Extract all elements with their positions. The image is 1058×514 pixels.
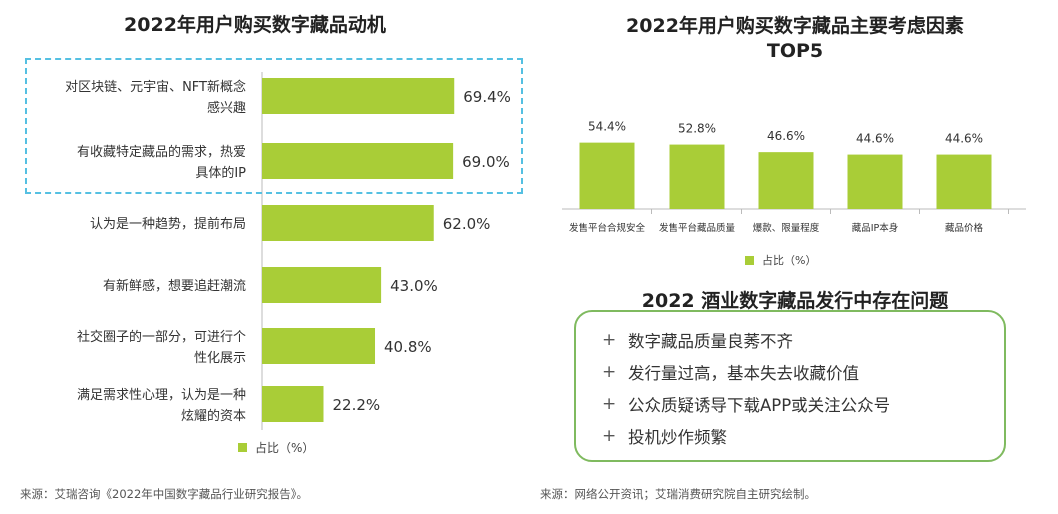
- issue-text: 发行量过高，基本失去收藏价值: [628, 364, 859, 383]
- category-label: 性化展示: [194, 351, 246, 366]
- data-label: 54.4%: [588, 120, 626, 134]
- category-label: 具体的IP: [195, 165, 246, 181]
- issues-title: 2022 酒业数字藏品发行中存在问题: [641, 290, 949, 312]
- right-chart-title-line1: 2022年用户购买数字藏品主要考虑因素: [626, 15, 964, 37]
- category-label: 对区块链、元宇宙、NFT新概念: [65, 79, 246, 95]
- category-label: 发售平台合规安全: [569, 222, 646, 234]
- issue-item: + 投机炒作频繁: [602, 420, 1004, 452]
- right-chart-title-line2: TOP5: [766, 40, 824, 62]
- category-label: 有新鲜感，想要追赶潮流: [103, 278, 246, 294]
- category-label: 藏品IP本身: [852, 222, 899, 234]
- category-label: 认为是一种趋势，提前布局: [90, 216, 246, 232]
- legend-swatch: [238, 443, 247, 452]
- bar: [669, 144, 725, 209]
- data-label: 62.0%: [443, 215, 491, 233]
- data-label: 44.6%: [945, 132, 983, 146]
- bar: [758, 152, 814, 209]
- right-legend-label: 占比（%）: [762, 254, 817, 267]
- issue-text: 投机炒作频繁: [628, 428, 727, 447]
- bar: [262, 78, 455, 114]
- left-legend-label: 占比（%）: [255, 441, 315, 455]
- category-label: 满足需求性心理，认为是一种: [77, 388, 246, 403]
- data-label: 46.6%: [767, 129, 805, 143]
- plus-icon: +: [602, 362, 617, 382]
- plus-icon: +: [602, 330, 617, 350]
- issue-item: + 公众质疑诱导下载APP或关注公众号: [602, 388, 1004, 420]
- plus-icon: +: [602, 426, 617, 446]
- bar: [936, 154, 992, 209]
- issue-item: + 数字藏品质量良莠不齐: [602, 324, 1004, 356]
- issue-item: + 发行量过高，基本失去收藏价值: [602, 356, 1004, 388]
- data-label: 69.0%: [462, 153, 510, 171]
- bar: [262, 205, 434, 241]
- issues-box: + 数字藏品质量良莠不齐 + 发行量过高，基本失去收藏价值 + 公众质疑诱导下载APP…: [574, 310, 1006, 462]
- category-label: 社交圈子的一部分，可进行个: [77, 329, 246, 345]
- category-label: 感兴趣: [207, 100, 246, 116]
- bar: [262, 386, 324, 422]
- bar: [579, 142, 635, 209]
- data-label: 40.8%: [384, 338, 432, 356]
- left-legend: 占比（%）: [238, 439, 314, 456]
- category-label: 有收藏特定藏品的需求，热爱: [77, 144, 246, 160]
- category-label: 发售平台藏品质量: [659, 222, 736, 234]
- left-source-note: 来源：艾瑞咨询《2022年中国数字藏品行业研究报告》。: [20, 487, 309, 501]
- legend-swatch: [745, 255, 754, 265]
- plus-icon: +: [602, 394, 617, 414]
- right-source-note: 来源：网络公开资讯；艾瑞消费研究院自主研究绘制。: [540, 487, 816, 501]
- data-label: 43.0%: [390, 277, 438, 295]
- right-legend: 占比（%）: [745, 252, 816, 268]
- category-label: 爆款、限量程度: [753, 222, 820, 234]
- category-label: 炫耀的资本: [181, 408, 246, 424]
- right-chart-title: 2022年用户购买数字藏品主要考虑因素 TOP5: [560, 14, 1030, 64]
- issue-text: 公众质疑诱导下载APP或关注公众号: [628, 396, 891, 415]
- highlight-dashed-box: [25, 58, 523, 194]
- category-label: 藏品价格: [945, 222, 984, 234]
- factors-bar-chart: 54.4% 发售平台合规安全 52.8% 发售平台藏品质量 46.6% 爆款、限量程度 44…: [562, 120, 1026, 234]
- bar: [847, 154, 903, 209]
- data-label: 52.8%: [678, 122, 716, 136]
- bar: [262, 328, 376, 364]
- bar: [262, 143, 454, 179]
- data-label: 44.6%: [856, 132, 894, 146]
- bar: [262, 267, 382, 303]
- data-label: 22.2%: [332, 396, 380, 414]
- data-label: 69.4%: [463, 88, 511, 106]
- left-chart-title: 2022年用户购买数字藏品动机: [124, 14, 386, 36]
- issue-text: 数字藏品质量良莠不齐: [628, 332, 793, 351]
